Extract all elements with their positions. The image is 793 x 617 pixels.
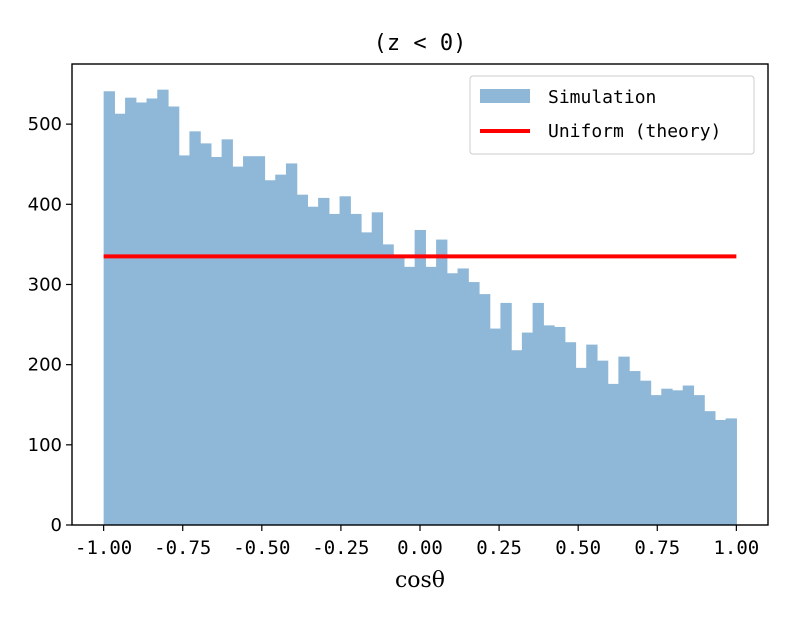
histogram-bar <box>135 102 148 525</box>
histogram-bar <box>414 229 426 525</box>
histogram-bar <box>178 155 191 525</box>
histogram-bar <box>725 418 737 525</box>
histogram-bar <box>221 139 233 526</box>
histogram-bar <box>607 383 619 525</box>
histogram-bar <box>478 294 491 525</box>
histogram-bar <box>210 157 223 525</box>
histogram-bar <box>564 342 577 525</box>
x-axis-label: cosθ <box>395 568 445 593</box>
histogram-bar <box>393 254 405 525</box>
histogram-bar <box>296 194 308 525</box>
histogram-bar <box>436 239 448 525</box>
histogram-bar <box>543 325 555 525</box>
histogram-bar <box>243 156 255 525</box>
histogram-bar <box>639 380 652 525</box>
histogram-bar <box>532 302 544 525</box>
histogram-bar <box>586 344 598 525</box>
histogram-bar <box>200 143 212 525</box>
legend: Simulation Uniform (theory) <box>469 75 755 155</box>
histogram-bar <box>103 91 115 525</box>
x-tick-label: -0.25 <box>312 537 369 559</box>
histogram-bar <box>714 419 727 525</box>
histogram-bar <box>264 180 276 525</box>
legend-label-uniform: Uniform (theory) <box>548 121 721 142</box>
legend-swatch-simulation <box>480 89 530 103</box>
histogram-bar <box>575 367 587 525</box>
chart-title: (z < 0) <box>374 31 467 56</box>
histogram-bar <box>232 166 244 525</box>
y-tick-label: 300 <box>28 274 62 295</box>
histogram-bar <box>661 388 673 525</box>
y-tick-label: 400 <box>28 194 62 215</box>
histogram-bar <box>350 213 362 525</box>
histogram-bar <box>339 196 351 526</box>
y-axis: 0 100 200 300 400 500 <box>28 114 72 536</box>
histogram-bar <box>382 244 394 525</box>
histogram-bar <box>650 395 662 525</box>
x-axis: -1.00 -0.75 -0.50 -0.25 0.00 0.25 0.50 0.75 1.00 <box>75 525 759 559</box>
histogram-bar <box>189 131 201 525</box>
y-tick-label: 200 <box>28 355 62 376</box>
histogram-bar <box>425 266 437 525</box>
histogram-bar <box>157 89 169 525</box>
x-tick-label: -0.75 <box>154 537 211 559</box>
histogram-bar <box>125 97 137 526</box>
histogram-bar <box>446 273 459 525</box>
histogram-bar <box>167 106 180 526</box>
histogram-bar <box>361 232 373 525</box>
legend-box <box>469 75 755 155</box>
y-tick-label: 100 <box>28 435 62 456</box>
histogram-bar <box>682 385 695 525</box>
histogram-bar <box>114 113 126 526</box>
histogram-bar <box>511 350 523 525</box>
histogram-bar <box>285 163 298 526</box>
histogram-bar <box>489 328 502 525</box>
x-tick-label: 0.00 <box>397 537 443 559</box>
histogram-bar <box>275 174 287 525</box>
x-tick-label: 0.75 <box>634 537 680 559</box>
histogram-bar <box>500 302 512 525</box>
histogram-bar <box>618 356 630 525</box>
legend-label-simulation: Simulation <box>548 87 656 108</box>
histogram-bar <box>521 332 534 525</box>
x-tick-label: 1.00 <box>713 537 759 559</box>
histogram-bar <box>629 371 641 525</box>
histogram-bar <box>468 282 480 525</box>
bars-layer <box>103 89 737 526</box>
histogram-bar <box>328 213 341 525</box>
histogram-bar <box>693 395 705 525</box>
y-tick-label: 500 <box>28 114 62 135</box>
x-tick-label: 0.25 <box>476 537 522 559</box>
x-tick-label: -1.00 <box>75 537 132 559</box>
histogram-bar <box>318 197 330 525</box>
histogram-bar <box>371 212 384 525</box>
histogram-bar <box>554 326 566 525</box>
histogram-bar <box>253 156 266 525</box>
histogram-bar <box>704 411 716 525</box>
histogram-bar <box>672 390 684 525</box>
x-tick-label: -0.50 <box>233 537 290 559</box>
histogram-bar <box>596 360 609 525</box>
histogram-bar <box>403 266 416 525</box>
histogram-bar <box>146 98 158 525</box>
y-tick-label: 0 <box>51 515 62 536</box>
histogram-bar <box>457 268 469 525</box>
x-tick-label: 0.50 <box>555 537 601 559</box>
histogram-bar <box>307 206 319 525</box>
